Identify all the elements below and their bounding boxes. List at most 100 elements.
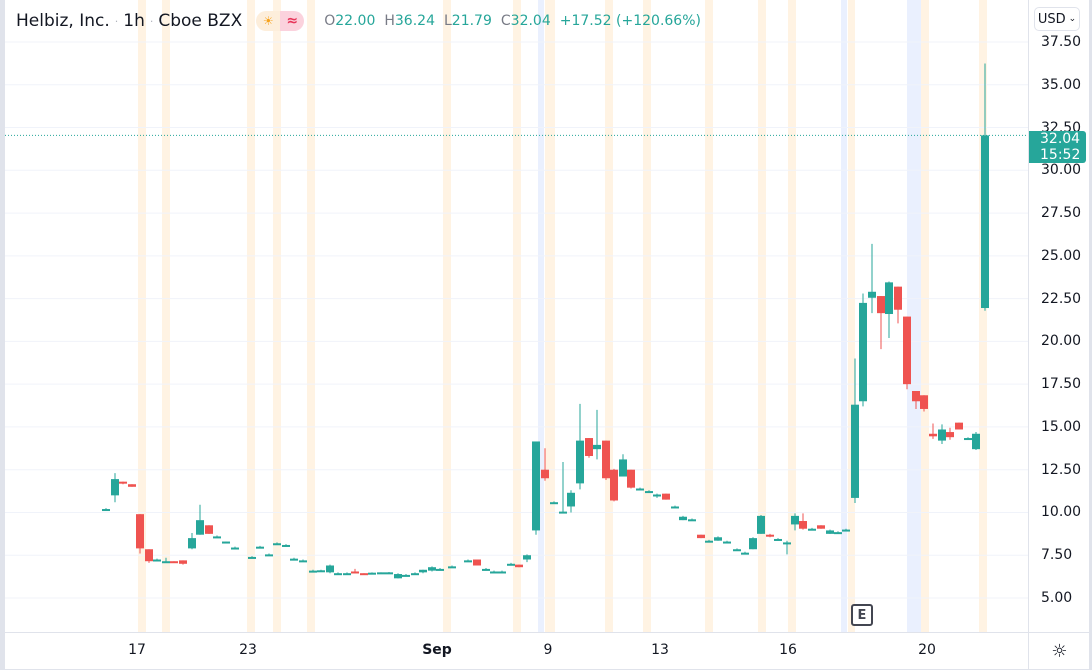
candle-body — [179, 560, 187, 564]
candle-body — [256, 546, 264, 549]
candle-body — [688, 519, 696, 522]
candle-body — [757, 515, 765, 534]
session-band — [788, 0, 796, 632]
candle-body — [343, 573, 351, 576]
candle-body — [299, 560, 307, 563]
candle-body — [946, 432, 954, 438]
candle-body — [282, 544, 290, 547]
candle-body — [473, 559, 481, 566]
candle-body — [309, 570, 317, 573]
candle-body — [368, 572, 376, 575]
wave-icon[interactable]: ≈ — [280, 11, 305, 31]
candle-body — [119, 481, 127, 484]
time-label: 13 — [651, 642, 669, 658]
sun-icon[interactable]: ☀ — [256, 11, 281, 31]
session-band — [705, 0, 713, 632]
candle-body — [541, 469, 549, 479]
session-band — [643, 0, 651, 632]
earnings-marker[interactable]: E — [851, 604, 873, 626]
candle-body — [903, 316, 911, 385]
candle-body — [653, 494, 661, 497]
candle-body — [619, 459, 627, 477]
candle-body — [834, 532, 842, 535]
time-axis[interactable]: 17 23 Sep 9 13 16 20 — [5, 632, 1028, 670]
session-band — [247, 0, 255, 632]
candle-body — [585, 438, 593, 457]
price-tick: 17.50 — [1041, 376, 1082, 393]
price-tick: 35.00 — [1041, 76, 1082, 93]
earnings-icon: E — [857, 607, 867, 623]
candle-body — [791, 515, 799, 525]
gear-icon: ☼ — [1051, 640, 1068, 662]
candle-body — [550, 502, 558, 505]
candle-body — [955, 422, 963, 430]
candle-body — [929, 433, 937, 437]
candle-body — [733, 549, 741, 552]
session-band — [841, 0, 847, 632]
candle-body — [749, 538, 757, 550]
candle-body — [523, 555, 531, 560]
candle-body — [851, 404, 859, 498]
candle-body — [714, 537, 722, 541]
session-band — [162, 0, 170, 632]
candle-body — [877, 296, 885, 314]
candle-body — [766, 534, 774, 537]
candle-body — [273, 543, 281, 546]
candle-body — [222, 541, 230, 544]
candle-body — [515, 564, 523, 568]
symbol-legend[interactable]: Helbiz, Inc. · 1h · Cboe BZX ☀ ≈ O22.00 … — [16, 9, 701, 33]
candlestick-chart[interactable] — [5, 0, 1028, 632]
time-label: 20 — [918, 642, 936, 658]
separator: · — [149, 14, 154, 28]
candle-body — [448, 566, 456, 569]
candle-body — [783, 542, 791, 545]
currency-dropdown[interactable]: USD ⌄ — [1034, 7, 1080, 31]
price-axis[interactable]: USD ⌄ 37.50 35.00 32.50 30.00 27.50 25.00 22.5… — [1028, 0, 1090, 632]
candle-body — [317, 570, 325, 573]
candle-body — [411, 573, 419, 576]
status-badges[interactable]: ☀ ≈ — [256, 11, 305, 31]
candle-body — [334, 573, 342, 576]
change-value: +17.52 (+120.66%) — [559, 13, 701, 29]
candle-body — [428, 567, 436, 571]
candle-body — [602, 440, 610, 479]
candle-body — [385, 572, 393, 575]
candle-body — [136, 514, 144, 549]
price-tick: 27.50 — [1041, 205, 1082, 222]
high-value: H36.24 — [384, 13, 435, 29]
candle-body — [102, 509, 110, 512]
candle-body — [394, 574, 402, 579]
candle-body — [559, 511, 567, 514]
interval[interactable]: 1h — [123, 11, 145, 31]
bar-countdown: 15:52 — [1040, 147, 1081, 163]
candle-body — [885, 282, 893, 315]
candle-body — [799, 521, 807, 529]
time-label: 16 — [779, 642, 797, 658]
session-band — [605, 0, 613, 632]
symbol-name[interactable]: Helbiz, Inc. — [16, 11, 110, 31]
last-price: 32.04 — [1040, 131, 1081, 147]
candle-body — [162, 561, 170, 564]
time-label: 17 — [128, 642, 146, 658]
session-band — [545, 0, 555, 632]
candle-body — [723, 541, 731, 544]
price-tick: 30.00 — [1041, 162, 1082, 179]
candle-body — [774, 538, 782, 541]
candle-body — [576, 440, 584, 484]
price-tick: 5.00 — [1041, 590, 1073, 606]
exchange[interactable]: Cboe BZX — [158, 11, 243, 31]
candle-body — [610, 469, 618, 501]
candle-body — [567, 492, 575, 507]
right-panel-edge — [1089, 0, 1092, 670]
chart-settings-button[interactable]: ☼ — [1028, 632, 1090, 670]
candle-body — [205, 525, 213, 534]
candle-body — [128, 484, 136, 487]
session-band — [273, 0, 281, 632]
session-band — [443, 0, 451, 632]
price-tick: 25.00 — [1041, 247, 1082, 264]
chart-pane[interactable] — [5, 0, 1028, 632]
time-label: 23 — [239, 642, 257, 658]
candle-body — [817, 525, 825, 529]
candle-body — [964, 438, 972, 441]
candle-body — [826, 530, 834, 534]
